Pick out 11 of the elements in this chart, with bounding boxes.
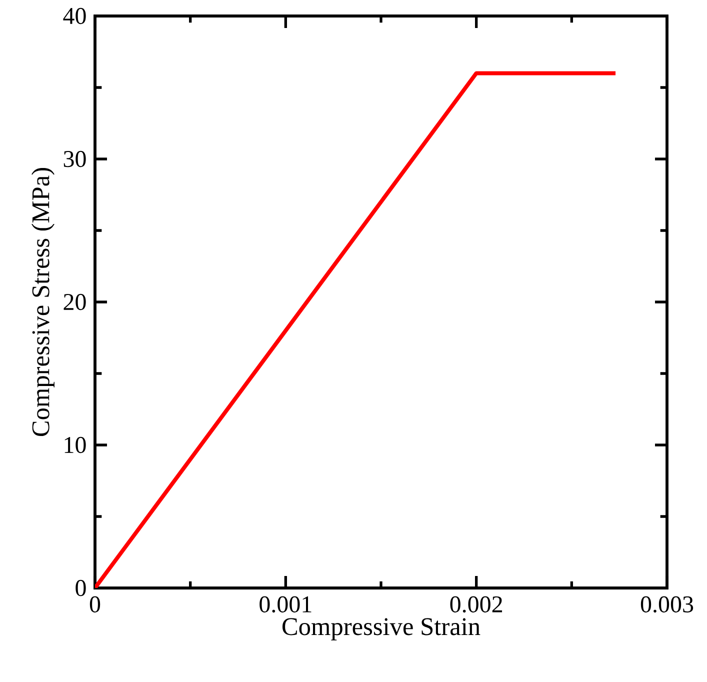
y-tick-label: 40 [63, 8, 86, 24]
x-tick-label: 0 [90, 596, 100, 612]
x-axis-title: Compressive Strain [282, 618, 480, 640]
y-tick-label: 10 [64, 436, 86, 454]
y-tick-label: 0 [76, 580, 86, 596]
y-tick-label: 30 [64, 150, 86, 168]
x-tick-label: 0.002 [450, 596, 502, 613]
x-tick-label: 0.003 [640, 596, 694, 613]
x-tick-label: 0.001 [260, 596, 312, 613]
y-axis-title: Compressive Stress (MPa) [32, 168, 54, 436]
y-tick-label: 20 [64, 294, 86, 310]
